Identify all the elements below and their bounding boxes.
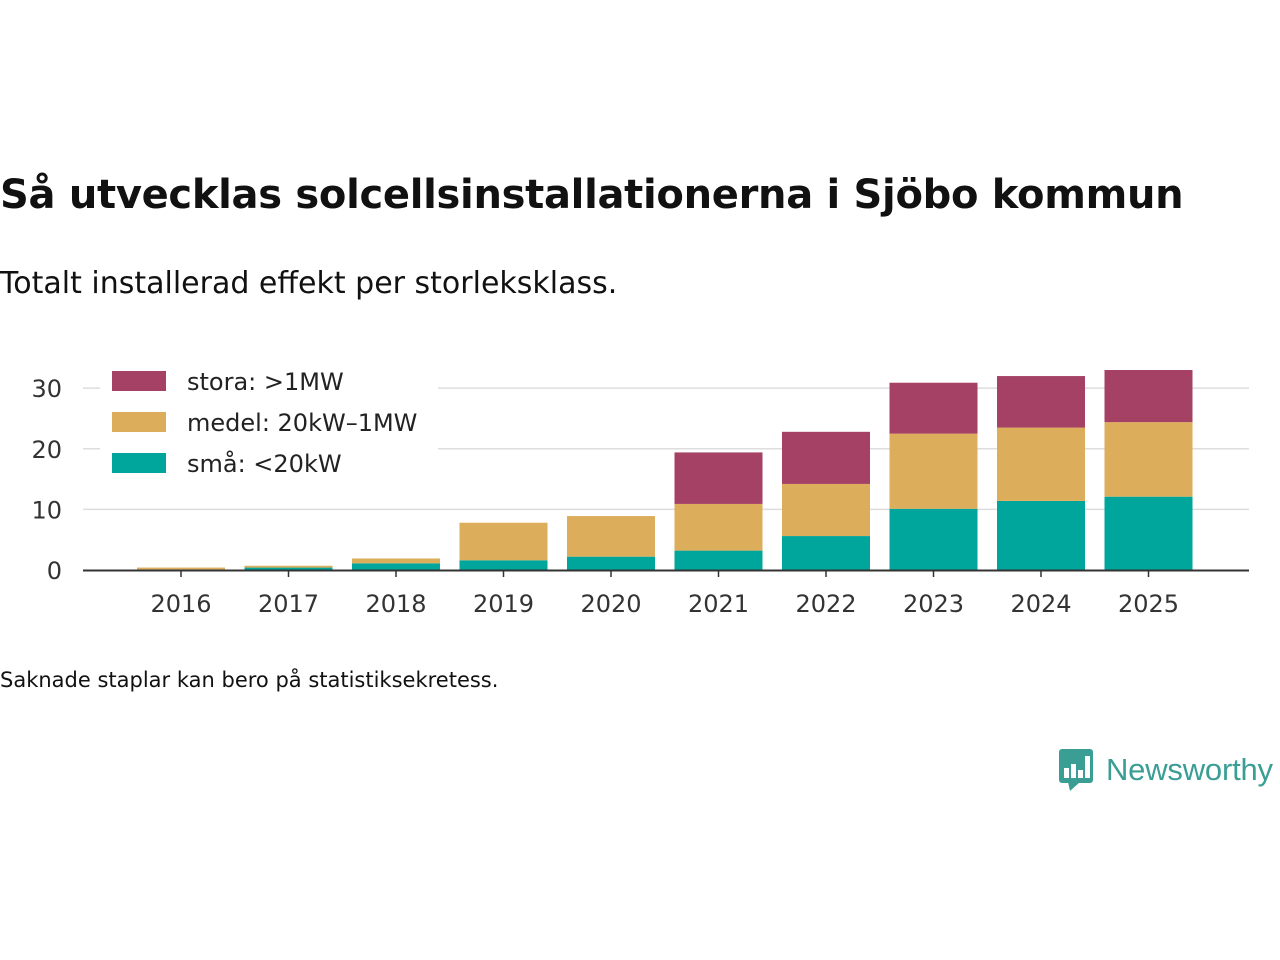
bar-2019-series-1: [459, 522, 548, 561]
legend-label-2: små: <20kW: [187, 449, 342, 478]
bar-2023-series-1: [889, 433, 978, 509]
bar-2025-series-2: [1104, 370, 1193, 423]
chart-title: Så utvecklas solcellsinstallationerna i …: [0, 172, 1184, 218]
x-axis-ticks: 2016 2017 2018 2019 2020 2021 2022 2023 2024 2025: [150, 570, 1179, 618]
legend-label-1: medel: 20kW–1MW: [187, 409, 417, 437]
bar-2020-series-0: [567, 556, 655, 570]
bar-2021-series-1: [674, 503, 763, 551]
bar-2022-series-0: [782, 536, 870, 570]
bar-2021-series-2: [674, 452, 763, 504]
bar-2022-series-2: [782, 431, 870, 484]
x-tick-label-2022: 2022: [795, 590, 856, 618]
chart-subtitle: Totalt installerad effekt per storlekskl…: [0, 266, 618, 301]
bars: [137, 370, 1193, 570]
bar-2019-series-0: [459, 560, 548, 570]
bar-2024-series-2: [997, 376, 1085, 428]
stacked-bar-chart: 0 10 20 30 2016 2017 2018 2019 2020 2021 2022 2023…: [31, 364, 1249, 618]
bar-chart-speech-bubble-icon: [1059, 749, 1093, 791]
y-tick-label-20: 20: [31, 436, 62, 464]
bar-2025-series-0: [1104, 496, 1193, 570]
legend-label-0: stora: >1MW: [187, 368, 344, 396]
y-tick-label-10: 10: [31, 496, 62, 524]
bar-2023-series-2: [889, 382, 978, 434]
x-tick-label-2021: 2021: [688, 590, 749, 618]
footnote: Saknade staplar kan bero på statistiksek…: [0, 668, 499, 692]
y-tick-label-0: 0: [47, 557, 62, 585]
x-tick-label-2019: 2019: [473, 590, 534, 618]
x-tick-label-2020: 2020: [580, 590, 641, 618]
legend: stora: >1MW medel: 20kW–1MW små: <20kW: [100, 364, 438, 484]
y-tick-label-30: 30: [31, 375, 62, 403]
legend-swatch-0: [112, 371, 166, 391]
x-tick-label-2018: 2018: [365, 590, 426, 618]
legend-swatch-2: [112, 453, 166, 473]
legend-swatch-1: [112, 412, 166, 432]
x-tick-label-2016: 2016: [150, 590, 211, 618]
bar-2020-series-1: [567, 516, 655, 557]
bar-2018-series-0: [352, 563, 440, 570]
bar-2017-series-0: [244, 567, 333, 570]
bar-2017-series-1: [244, 565, 333, 568]
x-tick-label-2024: 2024: [1010, 590, 1071, 618]
y-axis-ticks: 0 10 20 30: [31, 375, 62, 585]
x-tick-label-2023: 2023: [903, 590, 964, 618]
bar-2023-series-0: [889, 508, 978, 570]
bar-2025-series-1: [1104, 422, 1193, 497]
x-tick-label-2025: 2025: [1118, 590, 1179, 618]
bar-2021-series-0: [674, 550, 763, 570]
bar-2024-series-0: [997, 500, 1085, 570]
bar-2016-series-1: [137, 567, 225, 570]
bar-2018-series-1: [352, 558, 440, 564]
bar-2022-series-1: [782, 483, 870, 537]
brand-name: Newsworthy: [1106, 752, 1273, 787]
bar-2024-series-1: [997, 427, 1085, 501]
brand-logo: Newsworthy: [1058, 748, 1273, 792]
x-tick-label-2017: 2017: [258, 590, 319, 618]
